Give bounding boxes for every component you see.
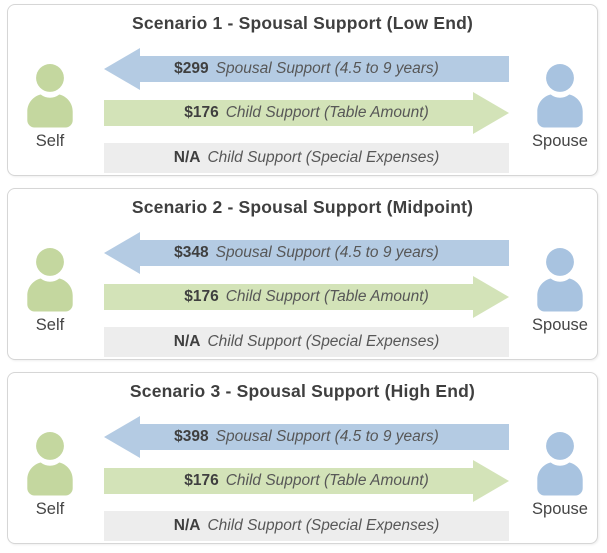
arrow-left-icon bbox=[104, 232, 140, 274]
arrow-right-icon bbox=[473, 92, 509, 134]
arrow-left-icon bbox=[104, 416, 140, 458]
person-icon bbox=[537, 248, 583, 312]
arrow-right-icon bbox=[473, 460, 509, 502]
scenario-card-3: Scenario 3 - Spousal Support (High End) … bbox=[7, 372, 598, 544]
spousal-support-arrow: $348 Spousal Support (4.5 to 9 years) bbox=[104, 232, 509, 274]
arrow-shaft bbox=[140, 240, 509, 266]
spouse-label: Spouse bbox=[532, 500, 588, 518]
arrow-right-icon bbox=[473, 276, 509, 318]
row-label: Child Support (Table Amount) bbox=[225, 288, 429, 306]
arrow-shaft bbox=[140, 424, 509, 450]
row-label: Child Support (Special Expenses) bbox=[207, 333, 440, 351]
amount-text: $398 bbox=[174, 428, 209, 446]
self-figure: Self bbox=[18, 431, 82, 519]
person-icon bbox=[27, 64, 73, 128]
row-text: N/A Child Support (Special Expenses) bbox=[104, 518, 509, 534]
arrow-shaft bbox=[140, 56, 509, 82]
spouse-label: Spouse bbox=[532, 316, 588, 334]
spousal-support-arrow: $398 Spousal Support (4.5 to 9 years) bbox=[104, 416, 509, 458]
self-label: Self bbox=[35, 316, 65, 334]
child-support-arrow: $176 Child Support (Table Amount) bbox=[104, 276, 509, 318]
row-text: $176 Child Support (Table Amount) bbox=[104, 473, 509, 489]
row-text: N/A Child Support (Special Expenses) bbox=[104, 334, 509, 350]
self-label: Self bbox=[35, 500, 65, 518]
arrow-shaft bbox=[104, 284, 473, 310]
scenario-card-2: Scenario 2 - Spousal Support (Midpoint) … bbox=[7, 188, 598, 360]
spousal-support-arrow: $299 Spousal Support (4.5 to 9 years) bbox=[104, 48, 509, 90]
row-label: Spousal Support (4.5 to 9 years) bbox=[215, 244, 439, 262]
row-text: N/A Child Support (Special Expenses) bbox=[104, 150, 509, 166]
amount-text: $176 bbox=[184, 472, 219, 490]
amount-text: $176 bbox=[184, 104, 219, 122]
arrow-shaft bbox=[104, 468, 473, 494]
arrow-shaft bbox=[104, 100, 473, 126]
amount-text: $299 bbox=[174, 60, 209, 78]
person-icon bbox=[27, 432, 73, 496]
row-label: Child Support (Special Expenses) bbox=[207, 517, 440, 535]
amount-text: N/A bbox=[173, 517, 201, 535]
scenario-title: Scenario 2 - Spousal Support (Midpoint) bbox=[131, 197, 474, 217]
spouse-figure: Spouse bbox=[528, 247, 592, 335]
special-expenses-bar: N/A Child Support (Special Expenses) bbox=[104, 327, 509, 357]
scenario-title: Scenario 1 - Spousal Support (Low End) bbox=[131, 13, 474, 33]
amount-text: $176 bbox=[184, 288, 219, 306]
row-label: Child Support (Special Expenses) bbox=[207, 149, 440, 167]
child-support-arrow: $176 Child Support (Table Amount) bbox=[104, 92, 509, 134]
person-icon bbox=[537, 64, 583, 128]
row-text: $348 Spousal Support (4.5 to 9 years) bbox=[104, 245, 509, 261]
row-label: Child Support (Table Amount) bbox=[225, 104, 429, 122]
row-text: $398 Spousal Support (4.5 to 9 years) bbox=[104, 429, 509, 445]
amount-text: N/A bbox=[173, 333, 201, 351]
amount-text: N/A bbox=[173, 149, 201, 167]
child-support-arrow: $176 Child Support (Table Amount) bbox=[104, 460, 509, 502]
person-icon bbox=[537, 432, 583, 496]
special-expenses-bar: N/A Child Support (Special Expenses) bbox=[104, 143, 509, 173]
row-label: Child Support (Table Amount) bbox=[225, 472, 429, 490]
row-text: $176 Child Support (Table Amount) bbox=[104, 289, 509, 305]
amount-text: $348 bbox=[174, 244, 209, 262]
scenario-title: Scenario 3 - Spousal Support (High End) bbox=[129, 381, 476, 401]
row-label: Spousal Support (4.5 to 9 years) bbox=[215, 428, 439, 446]
arrow-left-icon bbox=[104, 48, 140, 90]
self-label: Self bbox=[35, 132, 65, 150]
spouse-figure: Spouse bbox=[528, 431, 592, 519]
self-figure: Self bbox=[18, 247, 82, 335]
person-icon bbox=[27, 248, 73, 312]
spouse-figure: Spouse bbox=[528, 63, 592, 151]
self-figure: Self bbox=[18, 63, 82, 151]
row-label: Spousal Support (4.5 to 9 years) bbox=[215, 60, 439, 78]
row-text: $299 Spousal Support (4.5 to 9 years) bbox=[104, 61, 509, 77]
special-expenses-bar: N/A Child Support (Special Expenses) bbox=[104, 511, 509, 541]
scenario-card-1: Scenario 1 - Spousal Support (Low End) S… bbox=[7, 4, 598, 176]
row-text: $176 Child Support (Table Amount) bbox=[104, 105, 509, 121]
spouse-label: Spouse bbox=[532, 132, 588, 150]
